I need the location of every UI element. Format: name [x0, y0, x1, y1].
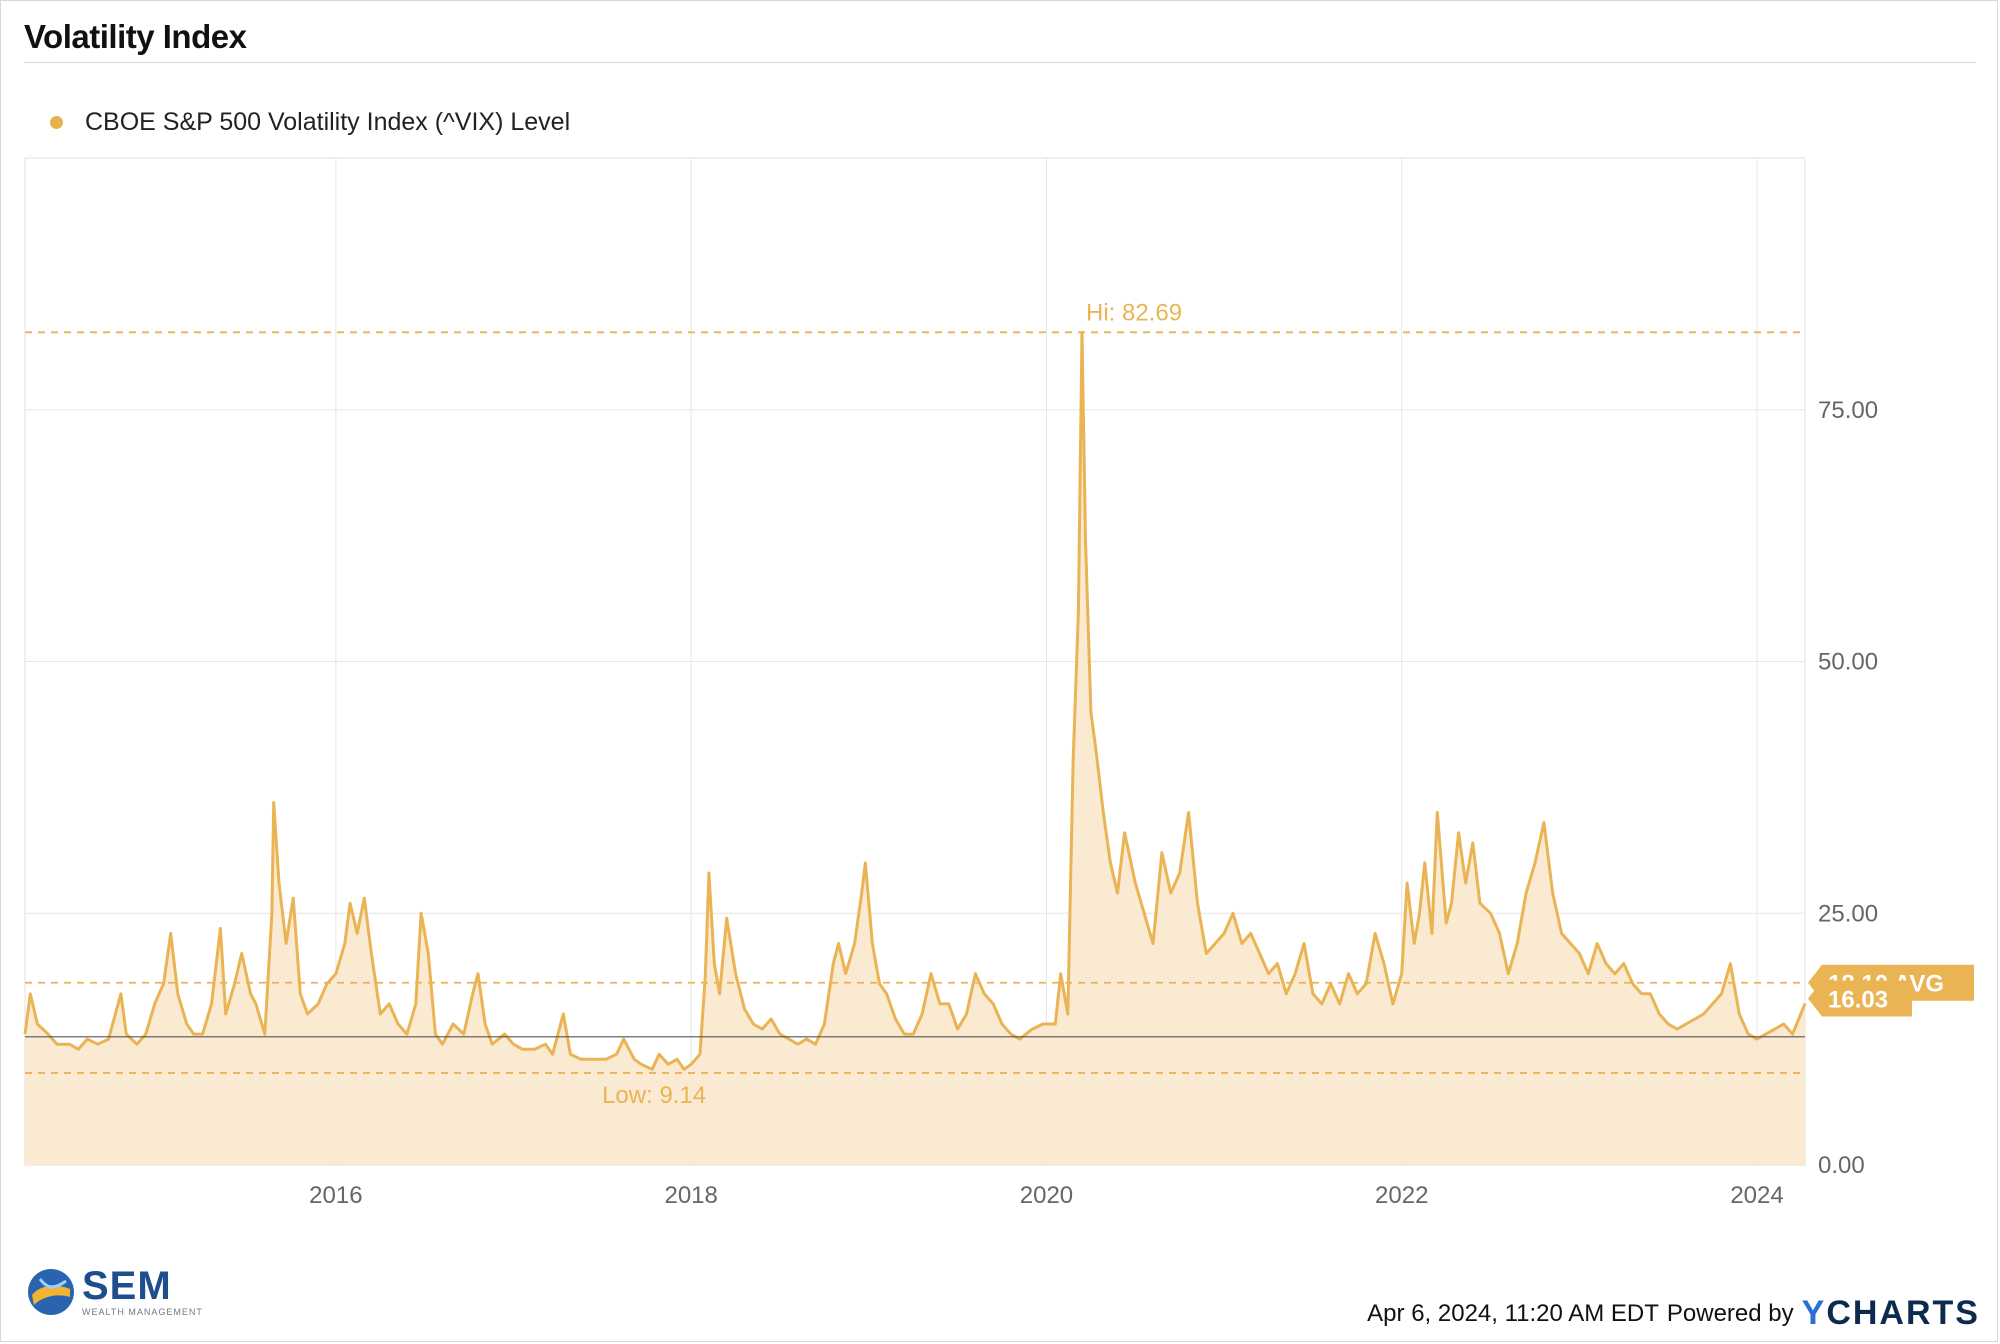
ycharts-wordmark: CHARTS [1826, 1294, 1980, 1332]
sem-globe-icon [28, 1269, 74, 1315]
x-tick-label-4: 2024 [1730, 1182, 1783, 1209]
chart-title: Volatility Index [24, 18, 247, 55]
brand-name: SEM [82, 1264, 172, 1308]
latest-tag-label: 16.03 [1828, 987, 1888, 1014]
x-tick-label-2: 2020 [1020, 1182, 1073, 1209]
powered-by-label: Powered by [1666, 1299, 1794, 1327]
y-tick-label-1: 25.00 [1818, 900, 1878, 927]
y-tick-label-2: 50.00 [1818, 649, 1878, 676]
low-annotation-label: Low: 9.14 [602, 1082, 706, 1109]
vix-area-fill [25, 332, 1805, 1165]
ycharts-logo[interactable]: YCHARTS [1802, 1294, 1980, 1333]
ycharts-y: Y [1801, 1294, 1827, 1332]
latest-tag [1808, 980, 1912, 1017]
x-tick-label-0: 2016 [309, 1182, 362, 1209]
high-annotation-label: Hi: 82.69 [1086, 299, 1182, 326]
brand-subtitle: WEALTH MANAGEMENT [82, 1307, 203, 1317]
sem-logo: SEM WEALTH MANAGEMENT [26, 1266, 203, 1318]
x-tick-label-1: 2018 [664, 1182, 717, 1209]
legend-dot-icon [50, 116, 63, 129]
y-tick-label-3: 75.00 [1818, 397, 1878, 424]
title-divider [24, 62, 1976, 63]
vix-series-line [23, 330, 1807, 1071]
legend: CBOE S&P 500 Volatility Index (^VIX) Lev… [50, 108, 570, 137]
legend-label[interactable]: CBOE S&P 500 Volatility Index (^VIX) Lev… [85, 108, 571, 136]
timestamp: Apr 6, 2024, 11:20 AM EDT [1367, 1299, 1659, 1327]
y-tick-label-0: 0.00 [1818, 1152, 1865, 1179]
x-tick-label-3: 2022 [1375, 1182, 1428, 1209]
footer: Apr 6, 2024, 11:20 AM EDT Powered by YCH… [1367, 1294, 1980, 1333]
